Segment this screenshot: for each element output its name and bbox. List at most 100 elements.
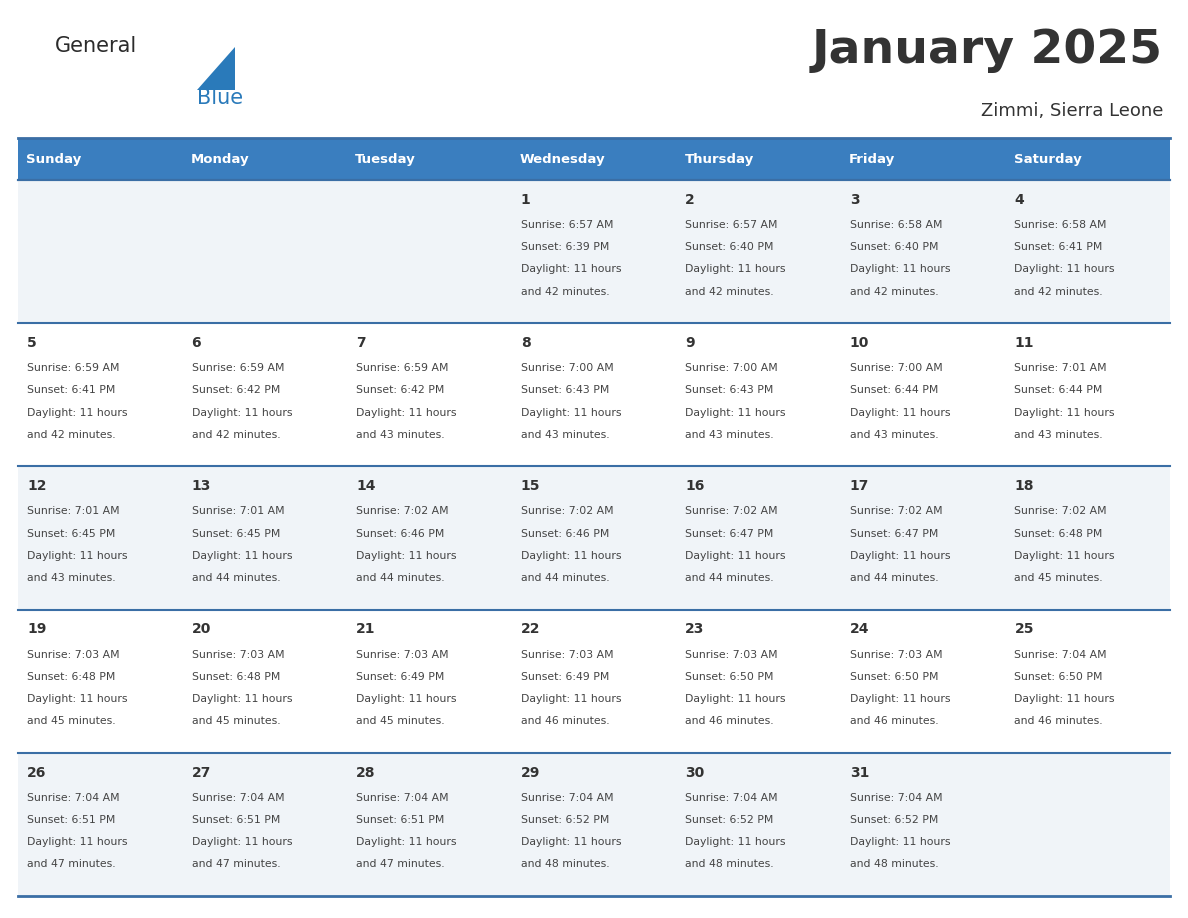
Text: Sunrise: 6:59 AM: Sunrise: 6:59 AM: [27, 364, 120, 374]
Text: Sunset: 6:50 PM: Sunset: 6:50 PM: [1015, 672, 1102, 682]
Text: and 44 minutes.: and 44 minutes.: [849, 573, 939, 583]
Text: and 42 minutes.: and 42 minutes.: [520, 286, 609, 297]
Bar: [18, 466, 1170, 610]
Text: Daylight: 11 hours: Daylight: 11 hours: [685, 837, 785, 847]
Text: Sunset: 6:44 PM: Sunset: 6:44 PM: [1015, 386, 1102, 396]
Text: Sunrise: 7:04 AM: Sunrise: 7:04 AM: [849, 793, 942, 803]
Text: and 44 minutes.: and 44 minutes.: [685, 573, 773, 583]
Text: Sunrise: 7:04 AM: Sunrise: 7:04 AM: [356, 793, 449, 803]
Text: Daylight: 11 hours: Daylight: 11 hours: [849, 837, 950, 847]
Text: Daylight: 11 hours: Daylight: 11 hours: [191, 408, 292, 418]
Text: Sunrise: 7:03 AM: Sunrise: 7:03 AM: [27, 650, 120, 660]
Text: Sunset: 6:40 PM: Sunset: 6:40 PM: [685, 242, 773, 252]
Text: January 2025: January 2025: [813, 28, 1163, 73]
Text: Sunset: 6:41 PM: Sunset: 6:41 PM: [1015, 242, 1102, 252]
Text: and 45 minutes.: and 45 minutes.: [356, 716, 444, 726]
Text: and 47 minutes.: and 47 minutes.: [27, 859, 115, 869]
Text: Sunset: 6:47 PM: Sunset: 6:47 PM: [685, 529, 773, 539]
Text: Sunrise: 7:02 AM: Sunrise: 7:02 AM: [849, 507, 942, 517]
Text: Sunset: 6:40 PM: Sunset: 6:40 PM: [849, 242, 939, 252]
Text: 31: 31: [849, 766, 870, 779]
Text: Sunset: 6:47 PM: Sunset: 6:47 PM: [849, 529, 939, 539]
Text: Sunset: 6:52 PM: Sunset: 6:52 PM: [849, 815, 939, 825]
Text: Daylight: 11 hours: Daylight: 11 hours: [1015, 264, 1116, 274]
Text: 3: 3: [849, 193, 860, 207]
Text: Saturday: Saturday: [1013, 152, 1081, 165]
Text: 18: 18: [1015, 479, 1034, 493]
Text: Sunrise: 7:02 AM: Sunrise: 7:02 AM: [1015, 507, 1107, 517]
Text: Sunset: 6:48 PM: Sunset: 6:48 PM: [27, 672, 115, 682]
Text: 27: 27: [191, 766, 211, 779]
Text: 8: 8: [520, 336, 531, 350]
Text: Sunset: 6:42 PM: Sunset: 6:42 PM: [356, 386, 444, 396]
Text: Daylight: 11 hours: Daylight: 11 hours: [27, 837, 127, 847]
Text: Sunrise: 7:02 AM: Sunrise: 7:02 AM: [520, 507, 613, 517]
Text: Sunset: 6:48 PM: Sunset: 6:48 PM: [191, 672, 280, 682]
Text: Blue: Blue: [197, 88, 244, 108]
Text: 16: 16: [685, 479, 704, 493]
Text: Daylight: 11 hours: Daylight: 11 hours: [356, 408, 456, 418]
Text: 23: 23: [685, 622, 704, 636]
Text: Daylight: 11 hours: Daylight: 11 hours: [27, 408, 127, 418]
Text: Sunrise: 6:57 AM: Sunrise: 6:57 AM: [685, 220, 778, 230]
Text: Daylight: 11 hours: Daylight: 11 hours: [849, 264, 950, 274]
Text: Sunset: 6:49 PM: Sunset: 6:49 PM: [356, 672, 444, 682]
Text: Daylight: 11 hours: Daylight: 11 hours: [1015, 694, 1116, 704]
Text: Sunrise: 7:03 AM: Sunrise: 7:03 AM: [356, 650, 449, 660]
Text: and 46 minutes.: and 46 minutes.: [685, 716, 773, 726]
Text: 24: 24: [849, 622, 870, 636]
Text: Daylight: 11 hours: Daylight: 11 hours: [849, 551, 950, 561]
Text: Sunrise: 7:00 AM: Sunrise: 7:00 AM: [849, 364, 942, 374]
Text: 11: 11: [1015, 336, 1034, 350]
Text: 21: 21: [356, 622, 375, 636]
Bar: [18, 610, 1170, 753]
Text: and 48 minutes.: and 48 minutes.: [685, 859, 773, 869]
Text: 19: 19: [27, 622, 46, 636]
Text: Sunset: 6:52 PM: Sunset: 6:52 PM: [520, 815, 609, 825]
Text: Daylight: 11 hours: Daylight: 11 hours: [685, 551, 785, 561]
Text: and 46 minutes.: and 46 minutes.: [1015, 716, 1104, 726]
Text: 22: 22: [520, 622, 541, 636]
Text: Sunrise: 7:01 AM: Sunrise: 7:01 AM: [1015, 364, 1107, 374]
Text: 10: 10: [849, 336, 870, 350]
Text: and 43 minutes.: and 43 minutes.: [685, 430, 773, 440]
Text: and 45 minutes.: and 45 minutes.: [27, 716, 115, 726]
Text: and 42 minutes.: and 42 minutes.: [191, 430, 280, 440]
Text: 2: 2: [685, 193, 695, 207]
Text: General: General: [55, 36, 138, 56]
Text: Sunrise: 7:03 AM: Sunrise: 7:03 AM: [849, 650, 942, 660]
Text: Sunrise: 7:01 AM: Sunrise: 7:01 AM: [191, 507, 284, 517]
Text: Daylight: 11 hours: Daylight: 11 hours: [520, 408, 621, 418]
Text: Daylight: 11 hours: Daylight: 11 hours: [27, 551, 127, 561]
Bar: [18, 138, 183, 180]
Text: 20: 20: [191, 622, 211, 636]
Text: Sunrise: 6:59 AM: Sunrise: 6:59 AM: [356, 364, 449, 374]
Text: and 47 minutes.: and 47 minutes.: [356, 859, 444, 869]
Text: Sunrise: 7:02 AM: Sunrise: 7:02 AM: [356, 507, 449, 517]
Text: 28: 28: [356, 766, 375, 779]
Text: Sunset: 6:52 PM: Sunset: 6:52 PM: [685, 815, 773, 825]
Text: and 43 minutes.: and 43 minutes.: [1015, 430, 1104, 440]
Text: Daylight: 11 hours: Daylight: 11 hours: [520, 551, 621, 561]
Text: and 43 minutes.: and 43 minutes.: [520, 430, 609, 440]
Bar: [841, 138, 1005, 180]
Text: Sunset: 6:42 PM: Sunset: 6:42 PM: [191, 386, 280, 396]
Text: Thursday: Thursday: [684, 152, 753, 165]
Text: 15: 15: [520, 479, 541, 493]
Text: Sunrise: 7:01 AM: Sunrise: 7:01 AM: [27, 507, 120, 517]
Text: 25: 25: [1015, 622, 1034, 636]
Text: Sunset: 6:51 PM: Sunset: 6:51 PM: [356, 815, 444, 825]
Text: Zimmi, Sierra Leone: Zimmi, Sierra Leone: [980, 102, 1163, 120]
Text: Sunset: 6:50 PM: Sunset: 6:50 PM: [685, 672, 773, 682]
Text: Daylight: 11 hours: Daylight: 11 hours: [356, 551, 456, 561]
Text: Sunset: 6:41 PM: Sunset: 6:41 PM: [27, 386, 115, 396]
Text: Sunrise: 6:59 AM: Sunrise: 6:59 AM: [191, 364, 284, 374]
Text: and 42 minutes.: and 42 minutes.: [685, 286, 773, 297]
Text: and 43 minutes.: and 43 minutes.: [849, 430, 939, 440]
Text: 30: 30: [685, 766, 704, 779]
Text: Sunrise: 7:04 AM: Sunrise: 7:04 AM: [191, 793, 284, 803]
Text: Sunset: 6:39 PM: Sunset: 6:39 PM: [520, 242, 609, 252]
Text: and 44 minutes.: and 44 minutes.: [191, 573, 280, 583]
Text: 13: 13: [191, 479, 211, 493]
Text: and 46 minutes.: and 46 minutes.: [520, 716, 609, 726]
